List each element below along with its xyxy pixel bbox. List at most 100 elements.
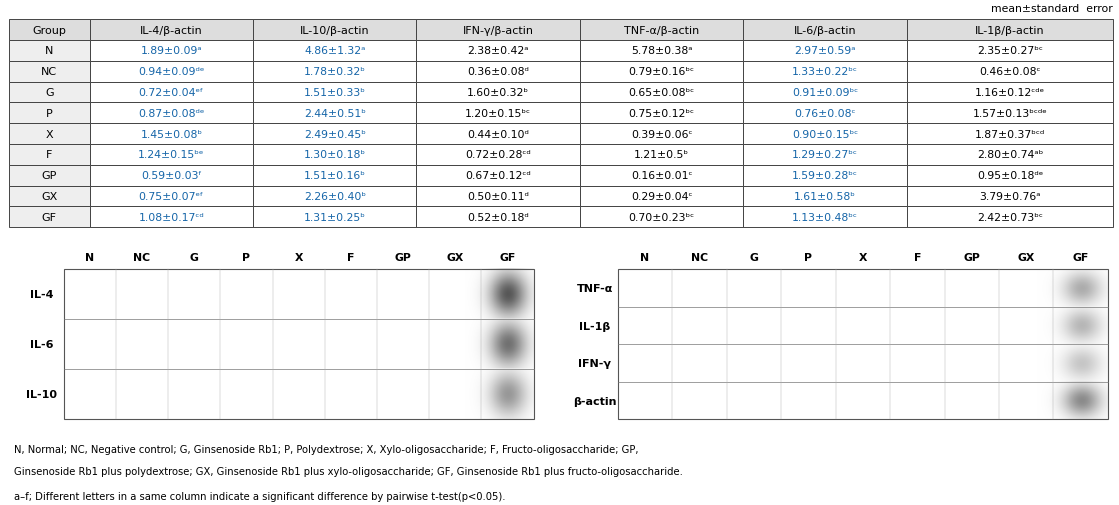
- Bar: [618, 382, 1108, 420]
- Text: 1.61±0.58ᵇ: 1.61±0.58ᵇ: [794, 191, 856, 201]
- Bar: [90, 103, 253, 124]
- Text: IL-10/β-actin: IL-10/β-actin: [300, 26, 369, 35]
- Text: IFN-γ/β-actin: IFN-γ/β-actin: [463, 26, 534, 35]
- Bar: [906, 41, 1113, 62]
- Bar: [743, 82, 906, 103]
- Bar: [618, 345, 1108, 382]
- Bar: [90, 186, 253, 207]
- Text: 1.29±0.27ᵇᶜ: 1.29±0.27ᵇᶜ: [792, 150, 858, 160]
- Text: 4.86±1.32ᵃ: 4.86±1.32ᵃ: [304, 46, 366, 57]
- Text: 2.44±0.51ᵇ: 2.44±0.51ᵇ: [304, 109, 366, 119]
- Bar: [906, 82, 1113, 103]
- Text: F: F: [347, 252, 355, 263]
- Text: F: F: [46, 150, 53, 160]
- Text: IL-10: IL-10: [27, 390, 57, 399]
- Text: 1.30±0.18ᵇ: 1.30±0.18ᵇ: [303, 150, 366, 160]
- Text: NC: NC: [41, 67, 57, 77]
- Text: Ginsenoside Rb1 plus polydextrose; GX, Ginsenoside Rb1 plus xylo-oligosaccharide: Ginsenoside Rb1 plus polydextrose; GX, G…: [15, 467, 684, 477]
- Bar: [618, 270, 1108, 420]
- Text: 0.79±0.16ᵇᶜ: 0.79±0.16ᵇᶜ: [629, 67, 695, 77]
- Bar: [580, 82, 743, 103]
- Text: mean±standard  error: mean±standard error: [990, 4, 1112, 14]
- Text: X: X: [46, 129, 53, 139]
- Bar: [9, 62, 90, 82]
- Text: IFN-γ: IFN-γ: [579, 359, 611, 369]
- Bar: [416, 103, 580, 124]
- Text: GF: GF: [1072, 252, 1089, 263]
- Text: P: P: [46, 109, 53, 119]
- Bar: [416, 82, 580, 103]
- Bar: [416, 41, 580, 62]
- Bar: [580, 124, 743, 145]
- Bar: [9, 186, 90, 207]
- Text: N: N: [85, 252, 94, 263]
- Bar: [906, 145, 1113, 166]
- Text: β-actin: β-actin: [573, 396, 617, 406]
- Text: GX: GX: [446, 252, 464, 263]
- Text: 1.20±0.15ᵇᶜ: 1.20±0.15ᵇᶜ: [466, 109, 532, 119]
- Bar: [253, 62, 416, 82]
- Bar: [416, 186, 580, 207]
- Text: G: G: [45, 88, 54, 98]
- Text: N, Normal; NC, Negative control; G, Ginsenoside Rb1; P, Polydextrose; X, Xylo-ol: N, Normal; NC, Negative control; G, Gins…: [15, 444, 639, 454]
- Text: 1.13±0.48ᵇᶜ: 1.13±0.48ᵇᶜ: [792, 212, 858, 222]
- Bar: [90, 62, 253, 82]
- Text: 0.72±0.28ᶜᵈ: 0.72±0.28ᶜᵈ: [466, 150, 532, 160]
- Bar: [9, 82, 90, 103]
- Text: 0.46±0.08ᶜ: 0.46±0.08ᶜ: [979, 67, 1041, 77]
- Bar: [253, 20, 416, 41]
- Text: 0.44±0.10ᵈ: 0.44±0.10ᵈ: [468, 129, 529, 139]
- Text: X: X: [858, 252, 867, 263]
- Bar: [580, 103, 743, 124]
- Text: 1.31±0.25ᵇ: 1.31±0.25ᵇ: [304, 212, 366, 222]
- Bar: [906, 103, 1113, 124]
- Text: GX: GX: [41, 191, 57, 201]
- Bar: [64, 320, 534, 370]
- Text: 0.91±0.09ᵇᶜ: 0.91±0.09ᵇᶜ: [792, 88, 858, 98]
- Bar: [906, 166, 1113, 186]
- Text: 1.60±0.32ᵇ: 1.60±0.32ᵇ: [468, 88, 529, 98]
- Text: 1.21±0.5ᵇ: 1.21±0.5ᵇ: [634, 150, 689, 160]
- Text: 0.59±0.03ᶠ: 0.59±0.03ᶠ: [141, 171, 201, 181]
- Text: 2.49±0.45ᵇ: 2.49±0.45ᵇ: [304, 129, 366, 139]
- Text: 1.33±0.22ᵇᶜ: 1.33±0.22ᵇᶜ: [792, 67, 858, 77]
- Bar: [9, 124, 90, 145]
- Text: IL-4: IL-4: [30, 290, 54, 300]
- Bar: [253, 124, 416, 145]
- Text: 0.16±0.01ᶜ: 0.16±0.01ᶜ: [631, 171, 693, 181]
- Text: TNF-α/β-actin: TNF-α/β-actin: [624, 26, 699, 35]
- Text: 0.29±0.04ᶜ: 0.29±0.04ᶜ: [631, 191, 693, 201]
- Bar: [416, 20, 580, 41]
- Bar: [90, 145, 253, 166]
- Bar: [9, 207, 90, 228]
- Text: 0.52±0.18ᵈ: 0.52±0.18ᵈ: [468, 212, 529, 222]
- Text: IL-1β/β-actin: IL-1β/β-actin: [976, 26, 1045, 35]
- Bar: [9, 103, 90, 124]
- Text: 1.24±0.15ᵇᵉ: 1.24±0.15ᵇᵉ: [138, 150, 205, 160]
- Text: 0.75±0.12ᵇᶜ: 0.75±0.12ᵇᶜ: [629, 109, 695, 119]
- Bar: [90, 207, 253, 228]
- Bar: [9, 145, 90, 166]
- Text: 0.72±0.04ᵉᶠ: 0.72±0.04ᵉᶠ: [139, 88, 204, 98]
- Text: 0.50±0.11ᵈ: 0.50±0.11ᵈ: [468, 191, 529, 201]
- Bar: [253, 186, 416, 207]
- Bar: [90, 20, 253, 41]
- Text: G: G: [190, 252, 198, 263]
- Text: F: F: [913, 252, 921, 263]
- Bar: [90, 82, 253, 103]
- Text: a–f; Different letters in a same column indicate a significant difference by pai: a–f; Different letters in a same column …: [15, 491, 506, 501]
- Text: 1.57±0.13ᵇᶜᵈᵉ: 1.57±0.13ᵇᶜᵈᵉ: [972, 109, 1047, 119]
- Text: 0.70±0.23ᵇᶜ: 0.70±0.23ᵇᶜ: [629, 212, 695, 222]
- Text: 2.97±0.59ᵃ: 2.97±0.59ᵃ: [794, 46, 856, 57]
- Text: 0.90±0.15ᵇᶜ: 0.90±0.15ᵇᶜ: [792, 129, 858, 139]
- Text: 1.78±0.32ᵇ: 1.78±0.32ᵇ: [304, 67, 366, 77]
- Text: 0.94±0.09ᵈᵉ: 0.94±0.09ᵈᵉ: [138, 67, 205, 77]
- Text: N: N: [640, 252, 649, 263]
- Bar: [906, 20, 1113, 41]
- Bar: [90, 41, 253, 62]
- Bar: [618, 307, 1108, 345]
- Text: 1.59±0.28ᵇᶜ: 1.59±0.28ᵇᶜ: [792, 171, 858, 181]
- Text: 0.76±0.08ᶜ: 0.76±0.08ᶜ: [794, 109, 856, 119]
- Text: P: P: [805, 252, 812, 263]
- Bar: [253, 145, 416, 166]
